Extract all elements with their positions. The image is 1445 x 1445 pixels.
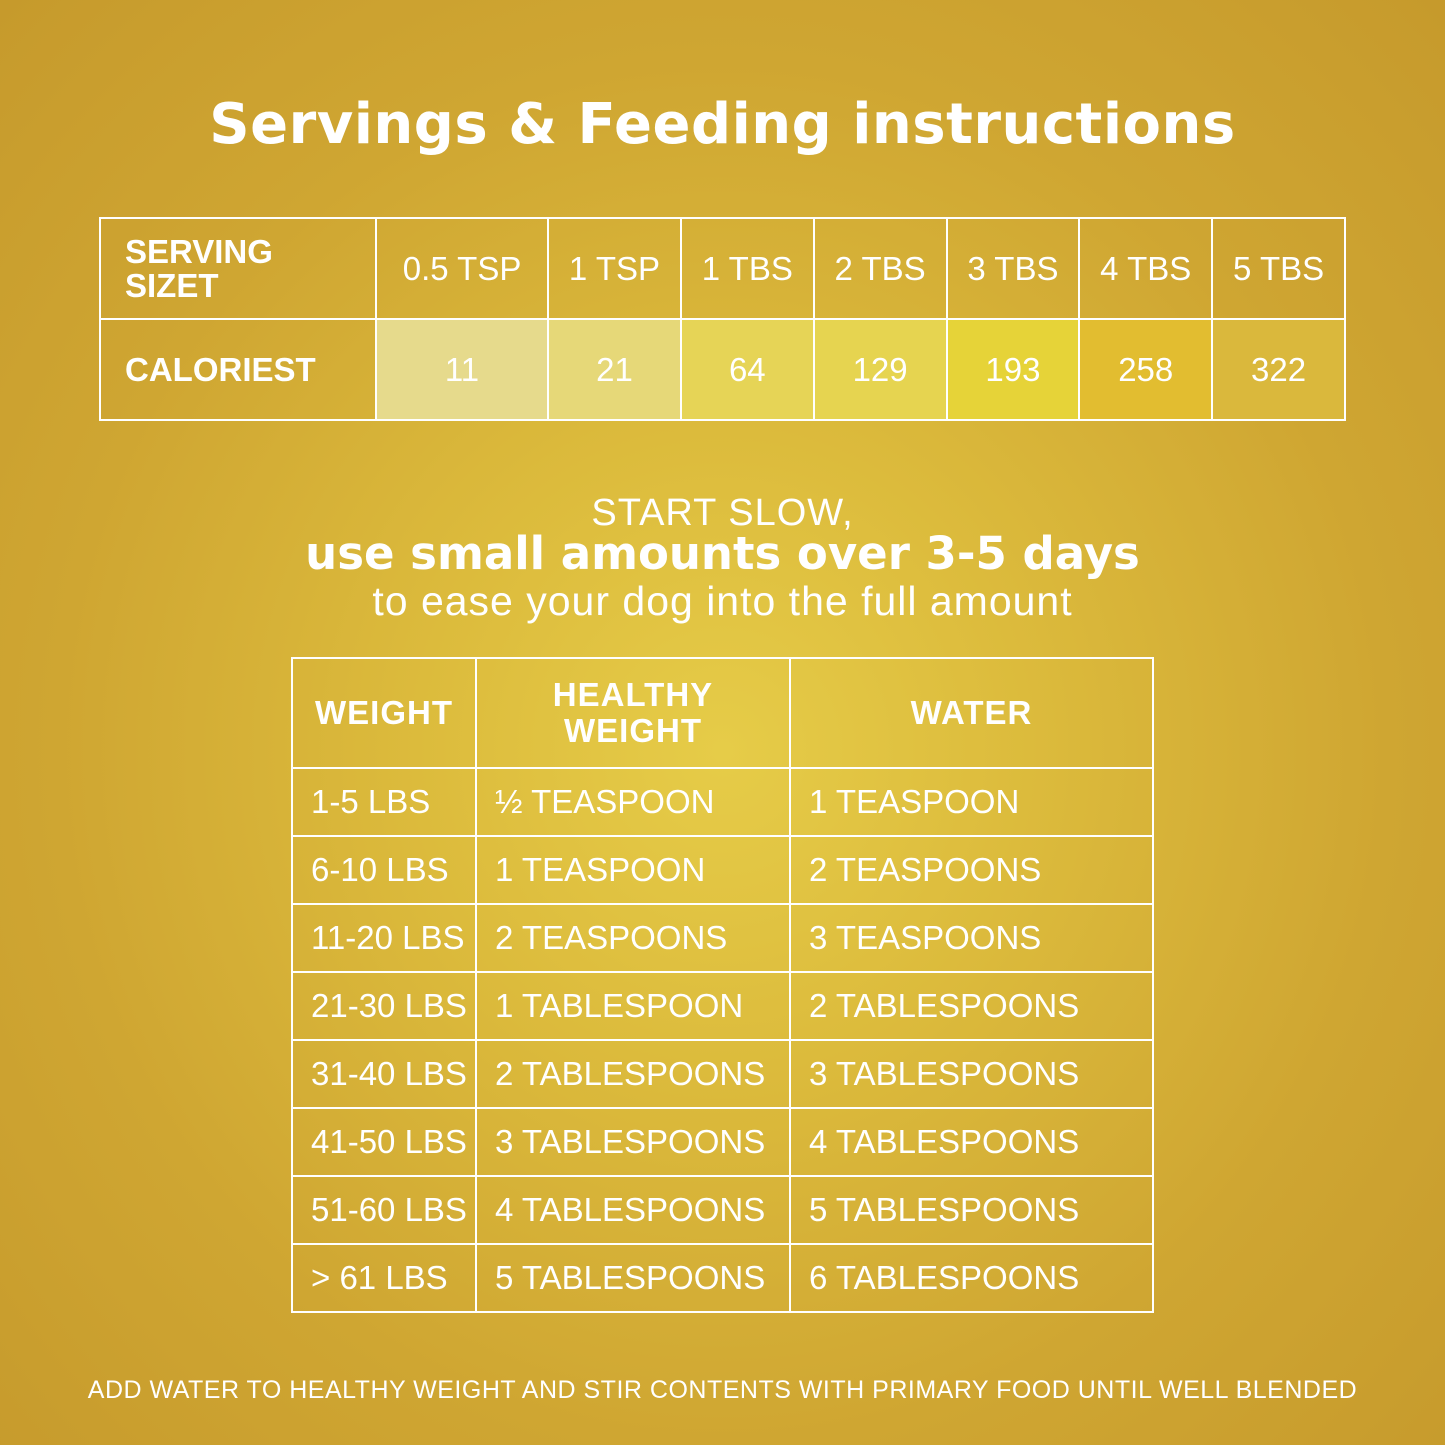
weight-cell: 21-30 LBS [291, 971, 477, 1041]
serving-size-cell: 0.5 TSP [374, 217, 550, 320]
water-cell: 3 TEASPOONS [789, 903, 1154, 973]
serving-size-cell: 1 TSP [547, 217, 682, 320]
weight-cell: 31-40 LBS [291, 1039, 477, 1109]
table-row: 41-50 LBS 3 TABLESPOONS 4 TABLESPOONS [291, 1107, 1154, 1177]
weight-cell: 1-5 LBS [291, 767, 477, 837]
calorie-cell: 258 [1078, 318, 1214, 421]
healthy-weight-cell: 2 TABLESPOONS [475, 1039, 791, 1109]
weight-cell: 11-20 LBS [291, 903, 477, 973]
water-cell: 1 TEASPOON [789, 767, 1154, 837]
healthy-weight-cell: 2 TEASPOONS [475, 903, 791, 973]
serving-size-cell: 2 TBS [812, 217, 948, 320]
healthy-weight-cell: 5 TABLESPOONS [475, 1243, 791, 1313]
calories-row: CALORIEST 11 21 64 129 193 258 322 [99, 318, 1346, 421]
water-cell: 5 TABLESPOONS [789, 1175, 1154, 1245]
water-cell: 2 TABLESPOONS [789, 971, 1154, 1041]
serving-size-cell: 1 TBS [679, 217, 815, 320]
water-cell: 2 TEASPOONS [789, 835, 1154, 905]
weight-cell: 41-50 LBS [291, 1107, 477, 1177]
healthy-weight-cell: ½ TEASPOON [475, 767, 791, 837]
water-cell: 4 TABLESPOONS [789, 1107, 1154, 1177]
footnote: ADD WATER TO HEALTHY WEIGHT AND STIR CON… [87, 1376, 1358, 1404]
calorie-cell: 322 [1211, 318, 1346, 421]
header-weight: WEIGHT [291, 657, 477, 769]
intro-line-small-amounts: use small amounts over 3-5 days [305, 527, 1140, 580]
header-water: WATER [789, 657, 1154, 769]
healthy-weight-cell: 4 TABLESPOONS [475, 1175, 791, 1245]
serving-size-cell: 3 TBS [945, 217, 1081, 320]
calorie-cell: 129 [812, 318, 948, 421]
healthy-weight-cell: 1 TEASPOON [475, 835, 791, 905]
serving-size-row: SERVING SIZET 0.5 TSP 1 TSP 1 TBS 2 TBS … [99, 217, 1346, 320]
feeding-table-header: WEIGHT HEALTHY WEIGHT WATER [291, 657, 1154, 769]
healthy-weight-cell: 3 TABLESPOONS [475, 1107, 791, 1177]
serving-calories-table: SERVING SIZET 0.5 TSP 1 TSP 1 TBS 2 TBS … [99, 217, 1346, 421]
serving-size-cell: 4 TBS [1078, 217, 1214, 320]
page-title: Servings & Feeding instructions [209, 92, 1236, 157]
header-healthy-weight: HEALTHY WEIGHT [475, 657, 791, 769]
water-cell: 6 TABLESPOONS [789, 1243, 1154, 1313]
serving-size-cell: 5 TBS [1211, 217, 1346, 320]
calorie-cell: 64 [679, 318, 815, 421]
weight-cell: 6-10 LBS [291, 835, 477, 905]
intro-line-start-slow: START SLOW, [591, 492, 854, 534]
calorie-cell: 193 [945, 318, 1081, 421]
header-healthy-weight-label: HEALTHY WEIGHT [552, 676, 714, 749]
serving-size-label: SERVING SIZET [99, 217, 377, 320]
feeding-table: WEIGHT HEALTHY WEIGHT WATER 1-5 LBS ½ TE… [291, 657, 1154, 1313]
weight-cell: > 61 LBS [291, 1243, 477, 1313]
table-row: 51-60 LBS 4 TABLESPOONS 5 TABLESPOONS [291, 1175, 1154, 1245]
water-cell: 3 TABLESPOONS [789, 1039, 1154, 1109]
calorie-cell: 21 [547, 318, 682, 421]
table-row: 1-5 LBS ½ TEASPOON 1 TEASPOON [291, 767, 1154, 837]
healthy-weight-cell: 1 TABLESPOON [475, 971, 791, 1041]
table-row: 11-20 LBS 2 TEASPOONS 3 TEASPOONS [291, 903, 1154, 973]
calories-label: CALORIEST [99, 318, 377, 421]
table-row: 21-30 LBS 1 TABLESPOON 2 TABLESPOONS [291, 971, 1154, 1041]
table-row: 31-40 LBS 2 TABLESPOONS 3 TABLESPOONS [291, 1039, 1154, 1109]
table-row: > 61 LBS 5 TABLESPOONS 6 TABLESPOONS [291, 1243, 1154, 1313]
intro-line-ease-dog: to ease your dog into the full amount [372, 578, 1073, 624]
table-row: 6-10 LBS 1 TEASPOON 2 TEASPOONS [291, 835, 1154, 905]
weight-cell: 51-60 LBS [291, 1175, 477, 1245]
calorie-cell: 11 [374, 318, 550, 421]
